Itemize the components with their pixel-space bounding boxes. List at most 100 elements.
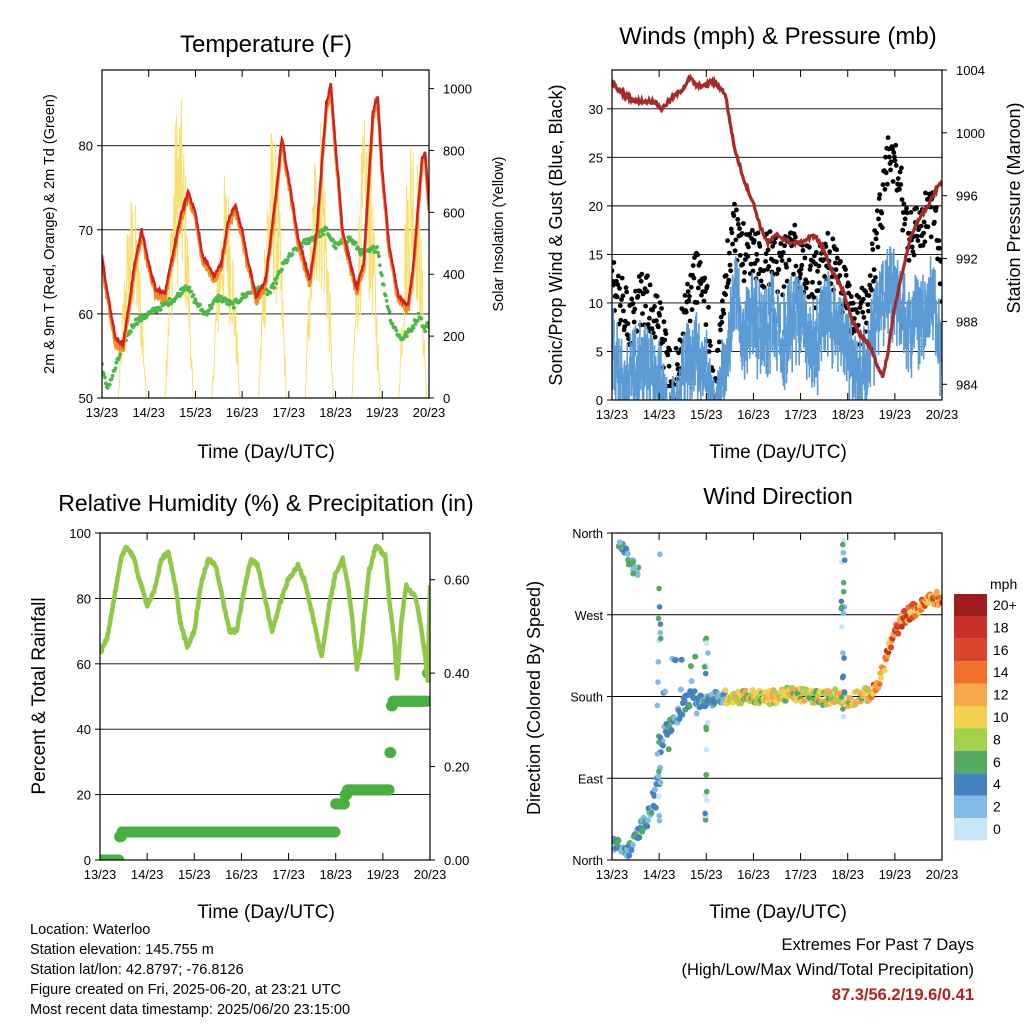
direction-point (616, 539, 623, 546)
direction-xlabel: Time (Day/UTC) (709, 902, 847, 923)
dewpoint-point (409, 329, 414, 333)
gust-point (687, 318, 693, 324)
gust-point (724, 284, 730, 290)
gust-point (860, 296, 866, 302)
gust-point (715, 347, 721, 353)
direction-point (656, 793, 662, 800)
dewpoint-point (318, 234, 323, 239)
gust-point (765, 247, 771, 253)
dewpoint-point (274, 281, 278, 285)
gust-point (659, 306, 664, 311)
gust-point (875, 244, 881, 250)
relative-humidity-line (100, 543, 430, 684)
dewpoint-point (419, 316, 424, 321)
gust-point (893, 163, 899, 168)
dewpoint-point (189, 289, 194, 294)
gust-point (906, 257, 912, 263)
dewpoint-point (377, 254, 381, 259)
gust-point (638, 278, 644, 284)
direction-point (686, 703, 693, 710)
direction-point (881, 667, 888, 674)
gust-point (867, 273, 873, 278)
gust-point (879, 225, 885, 231)
dewpoint-point (405, 334, 409, 338)
gust-point (860, 309, 866, 315)
dewpoint-point (387, 309, 392, 314)
dewpoint-point (181, 288, 186, 293)
gust-point (645, 273, 650, 279)
direction-point (691, 688, 698, 695)
direction-point (703, 724, 709, 730)
direction-point (628, 847, 635, 854)
temperature-ylabel: 2m & 9m T (Red, Orange) & 2m Td (Green) (42, 94, 58, 374)
gust-point (800, 248, 806, 253)
humidity-xlabel: Time (Day/UTC) (197, 902, 335, 923)
gust-point (618, 317, 624, 323)
dewpoint-point (416, 311, 421, 316)
gust-point (763, 251, 769, 257)
direction-point (841, 557, 848, 563)
direction-point (782, 697, 789, 704)
gust-point (745, 254, 751, 259)
dewpoint-point (140, 312, 145, 317)
gust-point (834, 255, 840, 261)
gust-point (691, 275, 697, 281)
gust-point (739, 231, 745, 236)
winds-plot-frame (611, 69, 943, 401)
speed-legend-title: mph (990, 576, 1017, 592)
dewpoint-point (198, 302, 203, 307)
winds-title: Winds (mph) & Pressure (mb) (619, 23, 936, 50)
legend-label: 8 (993, 731, 1001, 747)
temperature-xlabel: Time (Day/UTC) (197, 442, 335, 463)
gust-point (900, 227, 906, 233)
gust-point (619, 297, 624, 302)
x-tick-label: 17/23 (272, 867, 305, 882)
y-right-tick-label: 1000 (443, 82, 472, 97)
gust-point (873, 275, 878, 280)
legend-label: 4 (993, 776, 1001, 792)
gust-point (825, 230, 831, 236)
gust-point (746, 244, 751, 250)
x-tick-label: 14/23 (643, 867, 676, 882)
x-tick-label: 16/23 (737, 867, 770, 882)
direction-point (711, 698, 718, 705)
gust-point (843, 272, 849, 278)
gust-point (782, 243, 787, 249)
gust-point (780, 250, 786, 255)
gust-point (685, 281, 690, 287)
dewpoint-point (103, 375, 107, 380)
gust-point (737, 226, 742, 232)
direction-point (687, 663, 694, 670)
speed-legend: 20+ 18 16 14 12 10 8 6 4 2 0 (954, 594, 1017, 841)
gust-point (752, 261, 758, 266)
gust-point (749, 227, 755, 233)
dewpoint-point (380, 273, 384, 278)
legend-swatch (954, 750, 987, 774)
direction-point (626, 852, 633, 859)
direction-point (839, 674, 846, 681)
dewpoint-point (178, 294, 182, 298)
dewpoint-point (275, 275, 279, 280)
gust-point (778, 241, 784, 247)
x-tick-label: 17/23 (784, 867, 817, 882)
gust-point (737, 253, 743, 258)
location-text: Location: Waterloo (30, 922, 151, 938)
winds-xlabel: Time (Day/UTC) (709, 442, 847, 463)
gust-point (612, 260, 617, 265)
gust-point (846, 283, 852, 288)
direction-point (657, 629, 663, 636)
temperature-series (102, 82, 429, 354)
gust-point (885, 135, 891, 141)
dewpoint-point (193, 297, 198, 302)
gust-point (763, 259, 768, 264)
gust-point (876, 216, 881, 222)
dewpoint-point (325, 227, 329, 232)
x-tick-label: 17/23 (273, 405, 306, 420)
gust-point (799, 262, 805, 268)
x-tick-label: 16/23 (737, 407, 770, 422)
gust-point (770, 243, 775, 249)
y-tick-label: 50 (79, 391, 93, 406)
legend-swatch (954, 728, 987, 751)
gust-point (748, 261, 754, 267)
gust-point (742, 270, 747, 275)
